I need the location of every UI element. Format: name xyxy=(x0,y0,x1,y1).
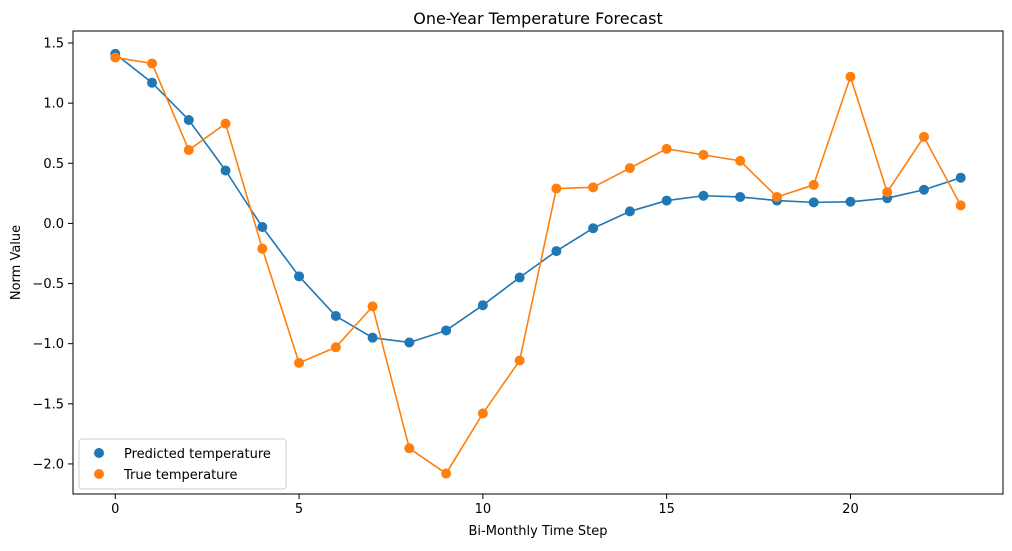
x-tick-label: 10 xyxy=(475,502,492,517)
series-true-temperature xyxy=(110,52,966,479)
x-tick-label: 15 xyxy=(658,502,675,517)
data-point-true-temperature xyxy=(404,443,415,454)
data-point-true-temperature xyxy=(808,179,819,190)
x-axis-label: Bi-Monthly Time Step xyxy=(469,524,608,539)
data-point-predicted-temperature xyxy=(918,184,929,195)
data-point-true-temperature xyxy=(955,200,966,211)
data-point-true-temperature xyxy=(441,468,452,479)
data-point-predicted-temperature xyxy=(624,206,635,217)
data-point-predicted-temperature xyxy=(330,311,341,322)
data-point-predicted-temperature xyxy=(404,337,415,348)
data-point-true-temperature xyxy=(477,408,488,419)
legend-label-true-temperature: True temperature xyxy=(123,468,237,483)
data-point-predicted-temperature xyxy=(735,191,746,202)
data-point-true-temperature xyxy=(882,187,893,198)
y-tick-label: −2.0 xyxy=(32,457,64,472)
data-point-true-temperature xyxy=(551,183,562,194)
data-point-predicted-temperature xyxy=(367,332,378,343)
legend-box xyxy=(78,438,287,490)
data-point-predicted-temperature xyxy=(294,271,305,282)
data-point-true-temperature xyxy=(110,52,121,63)
legend-marker-true-temperature xyxy=(94,469,104,479)
data-point-predicted-temperature xyxy=(147,77,158,88)
plot-frame xyxy=(72,30,1004,495)
data-point-true-temperature xyxy=(330,342,341,353)
y-tick-label: 1.0 xyxy=(43,97,64,112)
legend-label-predicted-temperature: Predicted temperature xyxy=(124,447,271,462)
y-tick-label: −0.5 xyxy=(32,277,64,292)
data-point-true-temperature xyxy=(624,163,635,174)
y-tick-label: 1.5 xyxy=(43,37,64,52)
y-axis: 1.5 1.0 0.5 0.0 −0.5 −1.0 −1.5 −2.0 xyxy=(32,37,73,472)
data-point-true-temperature xyxy=(588,182,599,193)
y-tick-label: −1.0 xyxy=(32,337,64,352)
data-point-true-temperature xyxy=(771,191,782,202)
data-point-predicted-temperature xyxy=(257,222,268,233)
data-point-true-temperature xyxy=(661,143,672,154)
data-point-true-temperature xyxy=(845,71,856,82)
data-point-predicted-temperature xyxy=(845,196,856,207)
data-point-predicted-temperature xyxy=(183,114,194,125)
data-point-true-temperature xyxy=(514,355,525,366)
y-tick-label: −1.5 xyxy=(32,397,64,412)
data-point-predicted-temperature xyxy=(588,223,599,234)
plot-area xyxy=(110,48,966,479)
x-tick-label: 0 xyxy=(111,502,119,517)
data-point-predicted-temperature xyxy=(441,325,452,336)
data-point-true-temperature xyxy=(918,131,929,142)
data-point-predicted-temperature xyxy=(661,195,672,206)
y-axis-label: Norm Value xyxy=(9,225,24,300)
data-point-predicted-temperature xyxy=(698,190,709,201)
data-point-true-temperature xyxy=(698,149,709,160)
x-tick-label: 20 xyxy=(842,502,859,517)
data-point-predicted-temperature xyxy=(477,300,488,311)
y-tick-label: 0.0 xyxy=(43,217,64,232)
data-point-true-temperature xyxy=(735,155,746,166)
y-tick-label: 0.5 xyxy=(43,157,64,172)
legend-marker-predicted-temperature xyxy=(94,448,104,458)
data-point-true-temperature xyxy=(147,58,158,69)
data-point-true-temperature xyxy=(294,357,305,368)
x-tick-label: 5 xyxy=(295,502,303,517)
legend: Predicted temperature True temperature xyxy=(78,438,287,490)
data-point-true-temperature xyxy=(220,118,231,129)
data-point-predicted-temperature xyxy=(514,272,525,283)
data-point-true-temperature xyxy=(367,301,378,312)
data-point-predicted-temperature xyxy=(220,165,231,176)
chart-title: One-Year Temperature Forecast xyxy=(413,9,663,28)
data-point-predicted-temperature xyxy=(551,246,562,257)
data-point-predicted-temperature xyxy=(808,197,819,208)
data-point-true-temperature xyxy=(183,145,194,156)
data-point-predicted-temperature xyxy=(955,172,966,183)
series-line-predicted-temperature xyxy=(114,53,961,344)
data-point-true-temperature xyxy=(257,243,268,254)
x-axis: 0 5 10 15 20 xyxy=(111,494,859,517)
series-line-true-temperature xyxy=(115,56,962,475)
